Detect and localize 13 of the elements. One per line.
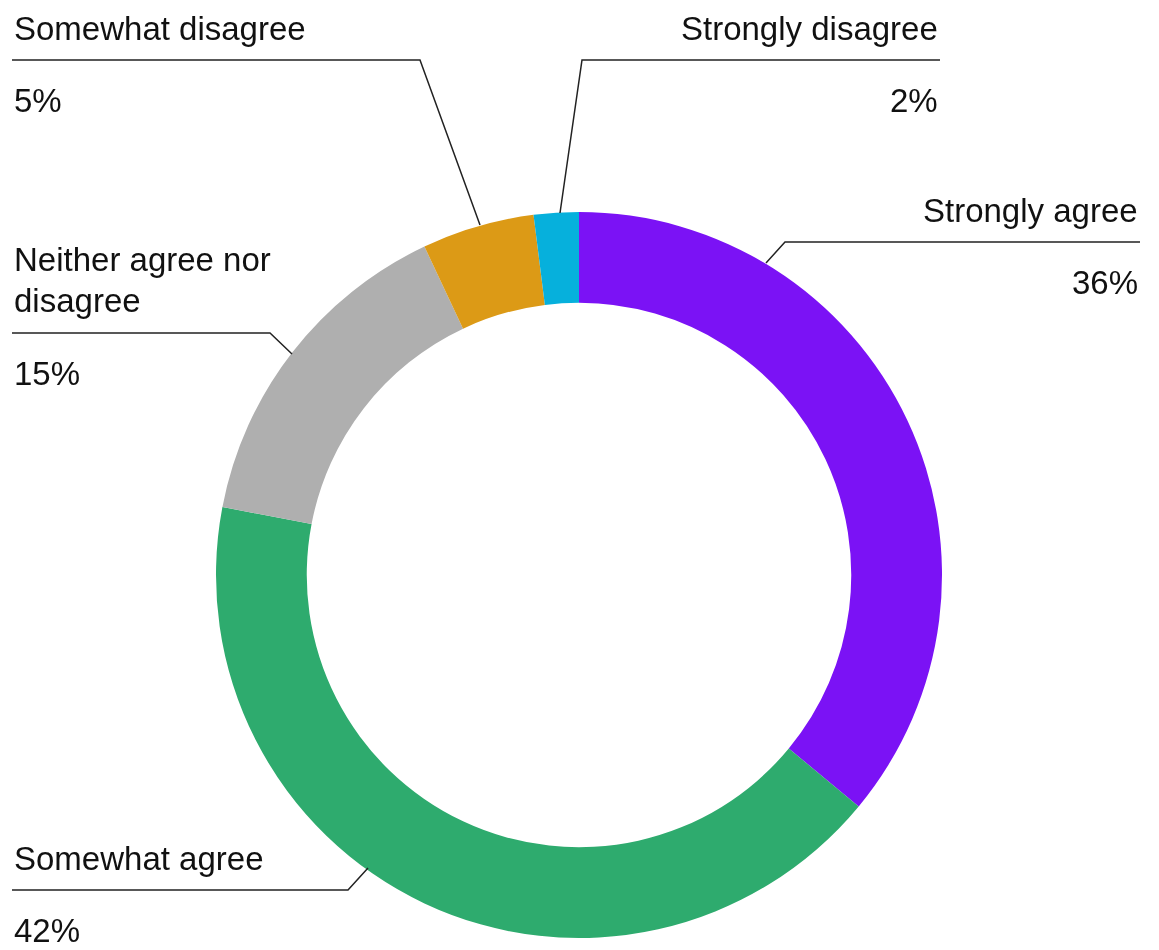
slice-label: Strongly agree [923,192,1138,229]
slice-label: Strongly disagree [681,10,938,47]
donut-slice [424,214,545,329]
donut-slice [533,212,579,305]
data-label: 42% [14,912,81,949]
data-label: 36% [1072,264,1139,301]
data-label: 2% [890,82,938,119]
data-label: 15% [14,355,81,392]
slice-label: Somewhat agree [14,840,264,877]
donut-slice [222,246,464,524]
slice-label: Somewhat disagree [14,10,306,47]
slice-label: Neither agree nor disagree [14,241,271,319]
data-label: 5% [14,82,62,119]
